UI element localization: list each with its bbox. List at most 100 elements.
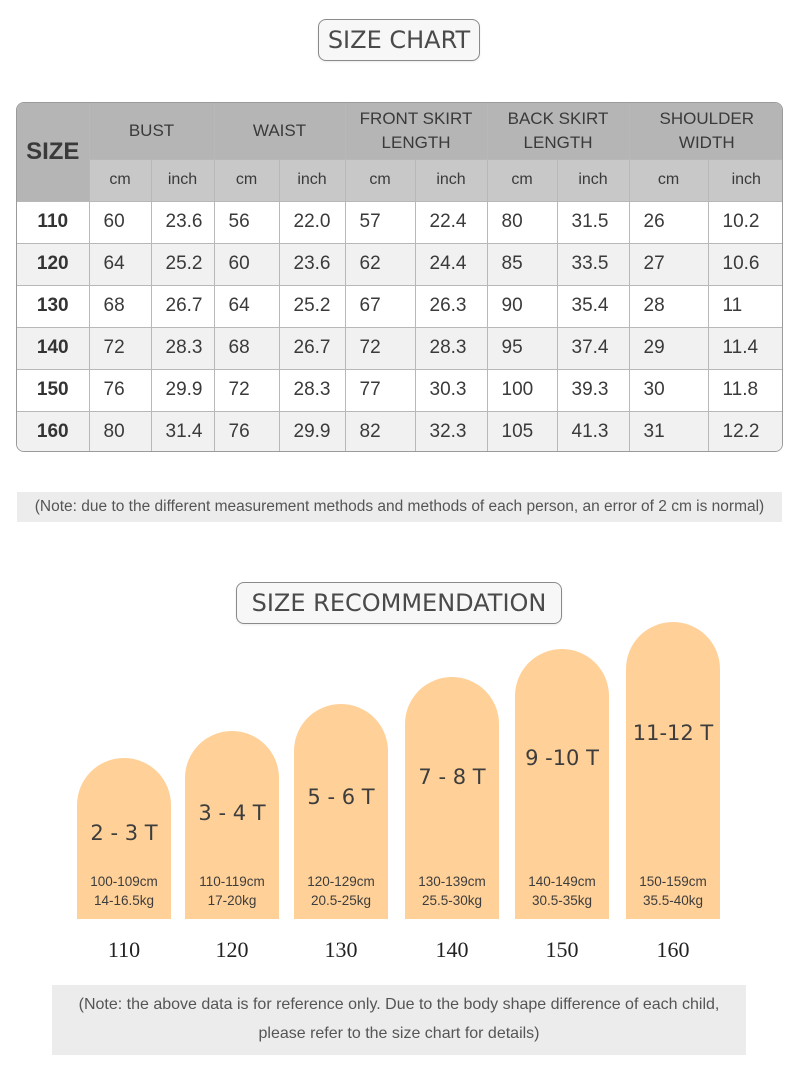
size-column-header: SIZE (17, 103, 90, 202)
age-label: 3 - 4 T (198, 801, 266, 825)
measurement-cell: 11 (707, 284, 782, 328)
measurement-cell: 64 (213, 284, 280, 328)
weight-range: 14-16.5kg (93, 893, 155, 908)
table-row: 120 64 25.2 60 23.6 62 24.4 85 33.5 27 10.6 (17, 242, 782, 286)
unit-header: cm (344, 158, 416, 202)
measurement-cell: 57 (344, 200, 416, 244)
measurement-cell: 37.4 (556, 326, 630, 370)
measurement-cell: 62 (344, 242, 416, 286)
unit-header: cm (486, 158, 558, 202)
age-bar: 7 - 8 T 130-139cm 25.5-30kg (405, 677, 499, 919)
measurement-cell: 31.5 (556, 200, 630, 244)
measurement-cell: 85 (486, 242, 558, 286)
age-bar: 5 - 6 T 120-129cm 20.5-25kg (294, 704, 388, 919)
measurement-note: (Note: due to the different measurement … (17, 492, 782, 522)
measurement-cell: 39.3 (556, 368, 630, 412)
measurement-cell: 67 (344, 284, 416, 328)
table-row: 130 68 26.7 64 25.2 67 26.3 90 35.4 28 11 (17, 284, 782, 328)
age-label: 5 - 6 T (307, 785, 375, 809)
weight-range: 35.5-40kg (642, 893, 704, 908)
measurement-cell: 29.9 (278, 410, 346, 451)
measurement-cell: 60 (213, 242, 280, 286)
size-label: 130 (324, 937, 358, 962)
measurement-cell: 10.6 (707, 242, 782, 286)
height-range: 110-119cm (199, 874, 265, 889)
measurement-cell: 33.5 (556, 242, 630, 286)
measurement-cell: 28 (628, 284, 709, 328)
measurement-cell: 68 (88, 284, 152, 328)
reference-note-line2: please refer to the size chart for detai… (258, 1025, 540, 1042)
measurement-cell: 76 (213, 410, 280, 451)
table-row: 150 76 29.9 72 28.3 77 30.3 100 39.3 30 11.8 (17, 368, 782, 412)
measurement-cell: 26.7 (278, 326, 346, 370)
measurement-cell: 29 (628, 326, 709, 370)
size-chart-table: SIZE BUST WAIST FRONT SKIRT LENGTH BACK SKIR… (16, 102, 783, 452)
measurement-cell: 11.4 (707, 326, 782, 370)
measurement-cell: 56 (213, 200, 280, 244)
group-header: BACK SKIRT LENGTH (486, 103, 630, 160)
measurement-cell: 72 (88, 326, 152, 370)
weight-range: 30.5-35kg (531, 893, 593, 908)
age-bar: 3 - 4 T 110-119cm 17-20kg (185, 731, 279, 919)
measurement-cell: 80 (88, 410, 152, 451)
table-row: 160 80 31.4 76 29.9 82 32.3 105 41.3 31 12.2 (17, 410, 782, 451)
unit-header: inch (556, 158, 630, 202)
measurement-cell: 28.3 (278, 368, 346, 412)
measurement-cell: 30.3 (414, 368, 488, 412)
height-range: 140-149cm (528, 874, 596, 889)
age-label: 2 - 3 T (90, 821, 158, 845)
unit-header: cm (89, 158, 152, 202)
measurement-cell: 80 (486, 200, 558, 244)
group-header: SHOULDER WIDTH (628, 103, 782, 160)
measurement-cell: 95 (486, 326, 558, 370)
unit-header: inch (150, 158, 215, 202)
measurement-cell: 82 (344, 410, 416, 451)
group-header: BUST (88, 103, 215, 160)
height-range: 150-159cm (639, 874, 707, 889)
height-range: 130-139cm (418, 874, 486, 889)
measurement-cell: 68 (213, 326, 280, 370)
unit-header: inch (278, 158, 346, 202)
measurement-cell: 35.4 (556, 284, 630, 328)
age-label: 11-12 T (632, 721, 714, 745)
age-bar: 9 -10 T 140-149cm 30.5-35kg (515, 649, 609, 919)
reference-note: (Note: the above data is for reference o… (52, 985, 746, 1055)
size-chart-title: SIZE CHART (318, 19, 480, 61)
size-label: 160 (656, 937, 690, 962)
size-label: 150 (545, 937, 579, 962)
weight-range: 20.5-25kg (310, 893, 372, 908)
measurement-cell: 41.3 (556, 410, 630, 451)
group-header: FRONT SKIRT LENGTH (344, 103, 488, 160)
unit-header: inch (414, 158, 488, 202)
measurement-cell: 31.4 (150, 410, 215, 451)
measurement-cell: 77 (344, 368, 416, 412)
measurement-cell: 25.2 (150, 242, 215, 286)
size-cell: 120 (17, 242, 90, 286)
measurement-cell: 23.6 (150, 200, 215, 244)
measurement-cell: 100 (486, 368, 558, 412)
size-chart-body: 110 60 23.6 56 22.0 57 22.4 80 31.5 26 10.2 120 64 25… (17, 200, 782, 451)
measurement-cell: 105 (486, 410, 558, 451)
measurement-cell: 25.2 (278, 284, 346, 328)
measurement-cell: 60 (88, 200, 152, 244)
age-label: 7 - 8 T (418, 765, 486, 789)
measurement-cell: 24.4 (414, 242, 488, 286)
size-label: 140 (435, 937, 469, 962)
measurement-cell: 26.7 (150, 284, 215, 328)
table-row: 140 72 28.3 68 26.7 72 28.3 95 37.4 29 11.4 (17, 326, 782, 370)
age-label: 9 -10 T (525, 746, 599, 770)
height-range: 100-109cm (90, 874, 158, 889)
measurement-cell: 28.3 (414, 326, 488, 370)
weight-range: 25.5-30kg (421, 893, 483, 908)
group-header: WAIST (213, 103, 346, 160)
measurement-cell: 31 (628, 410, 709, 451)
group-header-row: SIZE BUST WAIST FRONT SKIRT LENGTH BACK SKIR… (17, 103, 782, 202)
unit-header-row: cm inch cm inch cm inch cm inch cm inch (17, 158, 782, 202)
measurement-cell: 26.3 (414, 284, 488, 328)
size-cell: 110 (17, 200, 90, 244)
age-bar: 11-12 T 150-159cm 35.5-40kg (626, 622, 720, 919)
size-cell: 140 (17, 326, 90, 370)
table-row: 110 60 23.6 56 22.0 57 22.4 80 31.5 26 10.2 (17, 200, 782, 244)
measurement-cell: 64 (88, 242, 152, 286)
measurement-cell: 23.6 (278, 242, 346, 286)
